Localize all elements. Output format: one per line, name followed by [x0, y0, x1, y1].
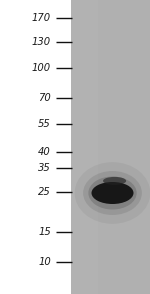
Text: 25: 25	[38, 187, 51, 197]
Text: 170: 170	[32, 13, 51, 23]
Text: 100: 100	[32, 63, 51, 73]
Text: 55: 55	[38, 119, 51, 129]
Text: 35: 35	[38, 163, 51, 173]
Text: 40: 40	[38, 147, 51, 157]
Text: 15: 15	[38, 227, 51, 237]
Ellipse shape	[88, 176, 137, 210]
Ellipse shape	[103, 177, 126, 185]
Text: 10: 10	[38, 257, 51, 267]
Bar	[70, 0, 98, 294]
Ellipse shape	[92, 182, 134, 204]
Ellipse shape	[75, 162, 150, 224]
Text: 70: 70	[38, 93, 51, 103]
Ellipse shape	[83, 171, 142, 215]
Text: 130: 130	[32, 37, 51, 47]
Bar	[70, 0, 150, 294]
